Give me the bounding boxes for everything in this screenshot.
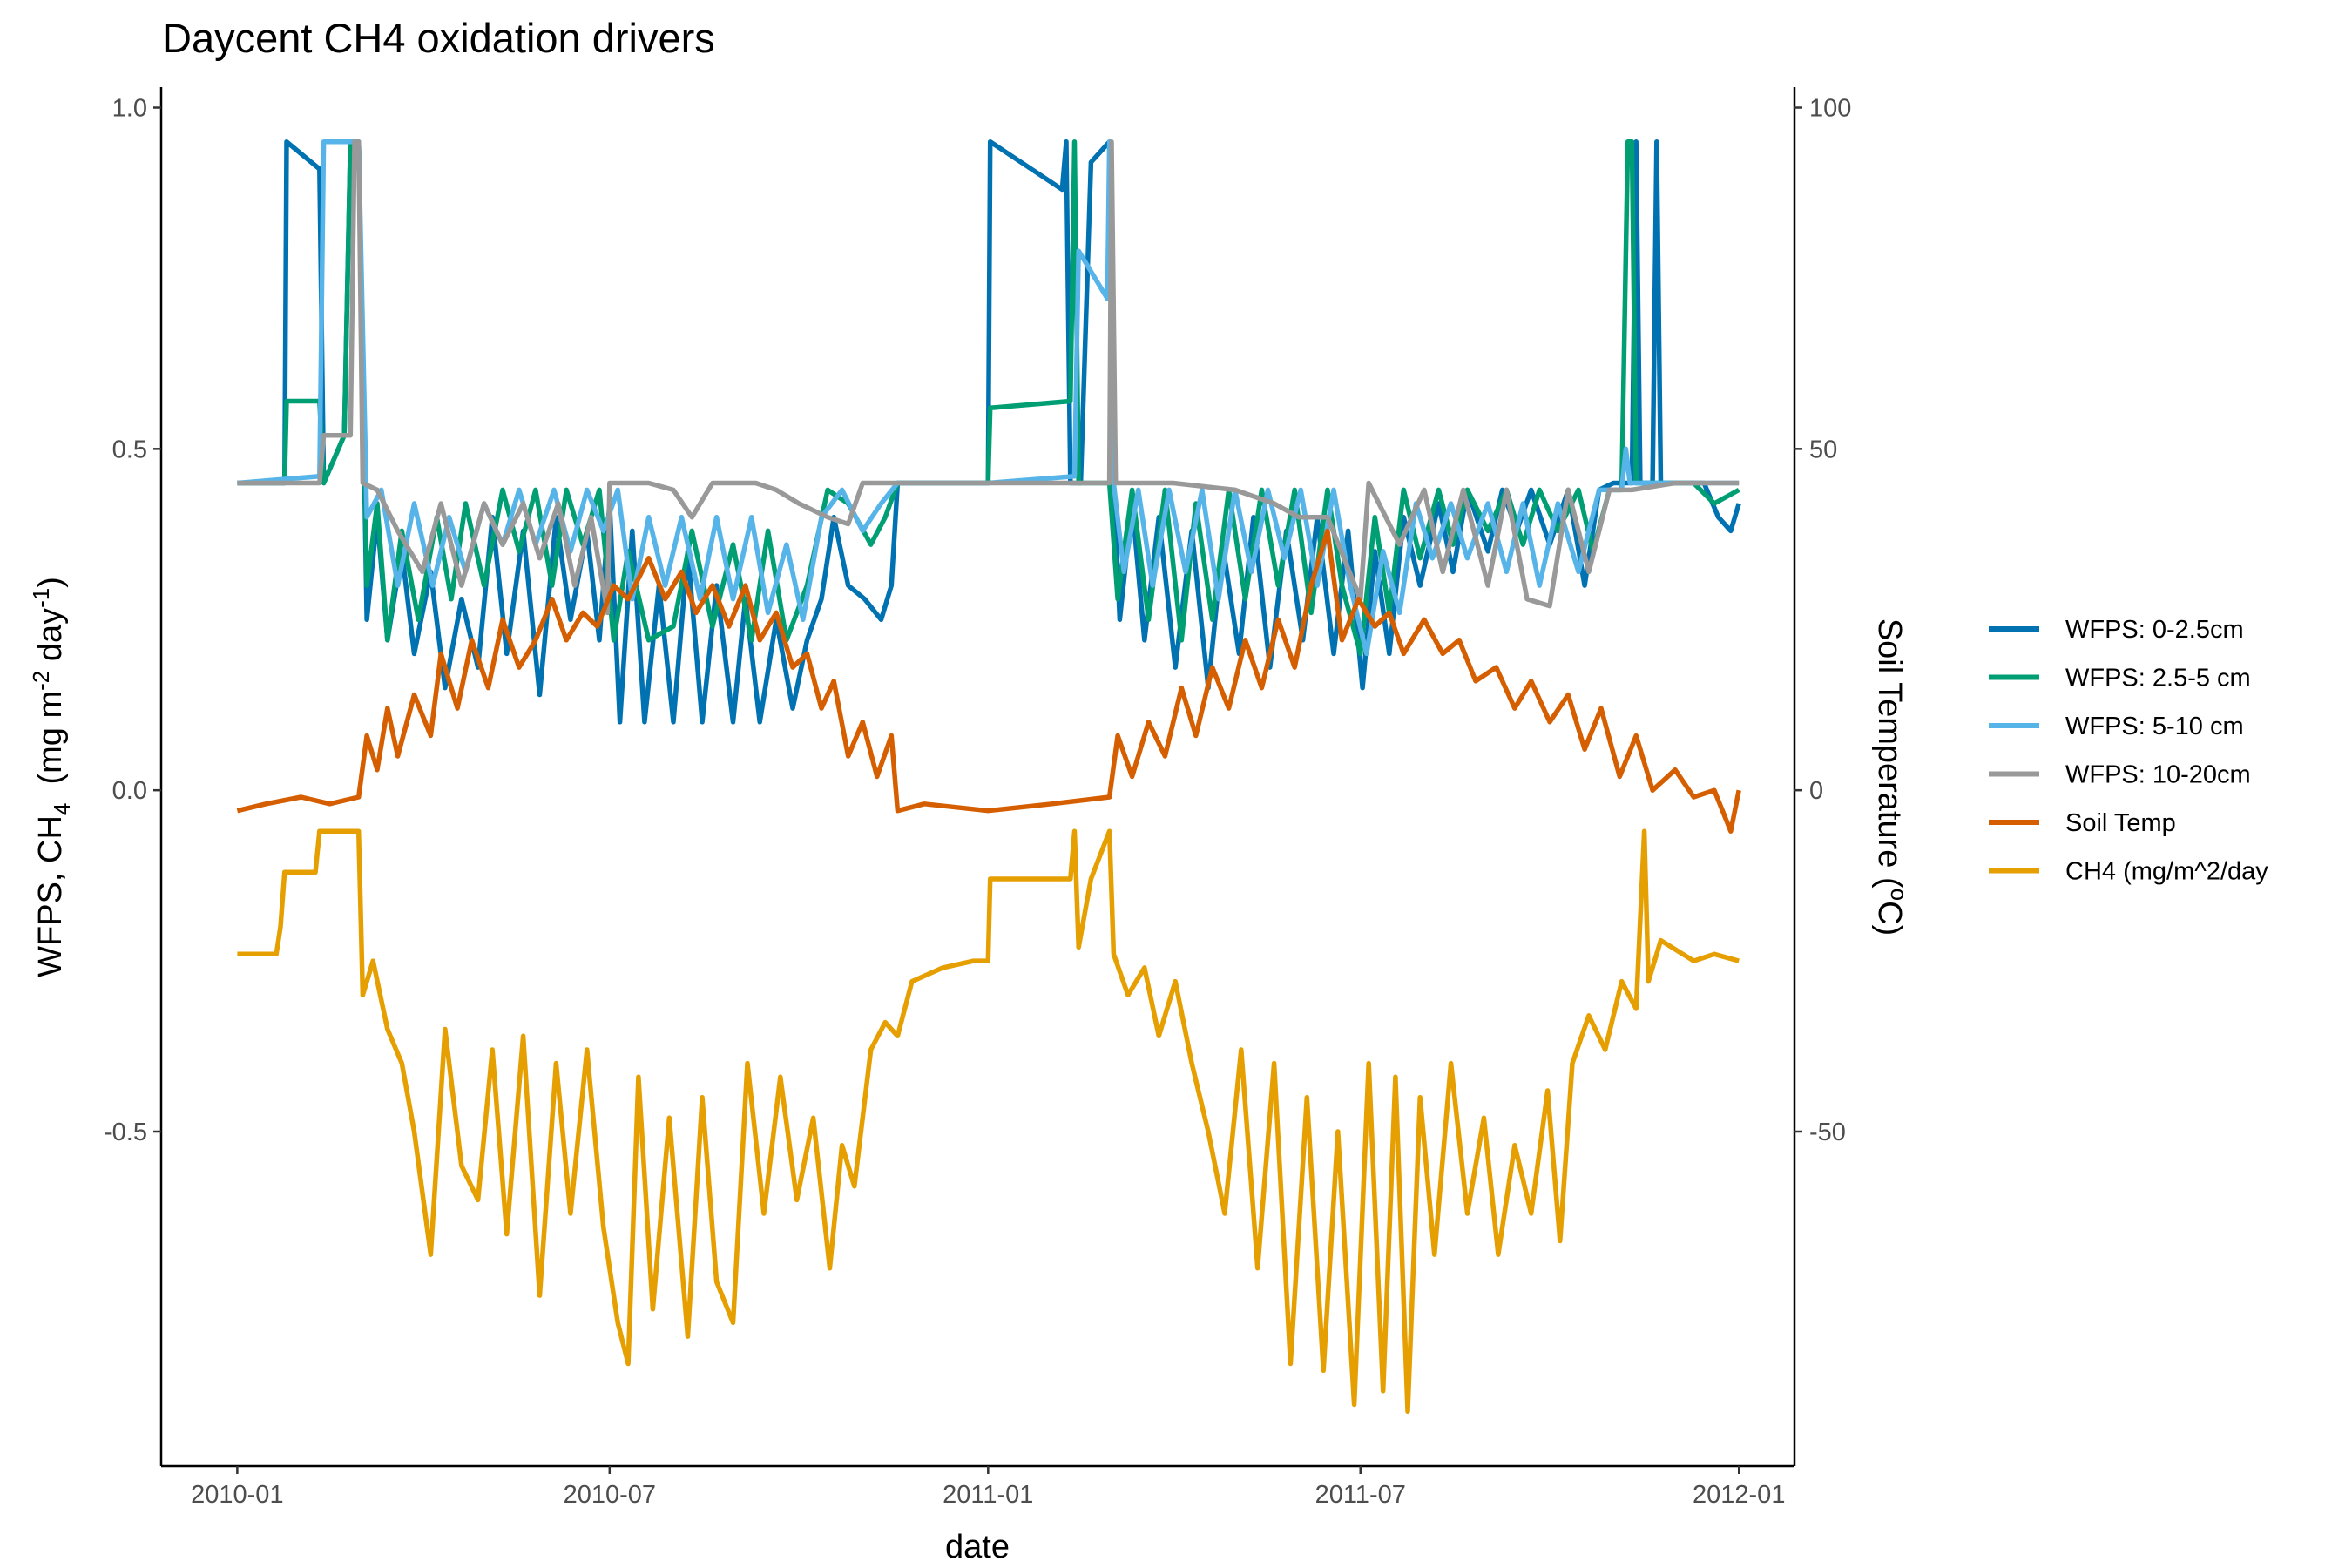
legend-item: WFPS: 2.5-5 cm bbox=[1989, 665, 2251, 693]
legend-label: WFPS: 0-2.5cm bbox=[2065, 616, 2244, 644]
legend-label: CH4 (mg/m^2/day bbox=[2065, 858, 2268, 886]
y-left-tick-label: -0.5 bbox=[104, 1119, 147, 1146]
legend-label: WFPS: 5-10 cm bbox=[2065, 713, 2244, 740]
y-axis-right-ticks: -50 0 50 100 bbox=[1794, 95, 1851, 1146]
series-line-soil-temp bbox=[236, 528, 1741, 834]
legend-item: Soil Temp bbox=[1989, 809, 2176, 837]
x-tick-label: 2010-07 bbox=[564, 1481, 656, 1509]
y-axis-left-label: WFPS, CH4 (mg m-2 day-1) bbox=[28, 577, 75, 977]
x-axis-ticks: 2010-01 2010-07 2011-01 2011-07 2012-01 bbox=[191, 1466, 1785, 1509]
x-tick-label: 2012-01 bbox=[1693, 1481, 1785, 1509]
y-left-tick-label: 1.0 bbox=[112, 95, 147, 123]
series-line-ch4-mg-m-2-day bbox=[237, 828, 1740, 1415]
legend-item: CH4 (mg/m^2/day bbox=[1989, 858, 2268, 886]
y-left-tick-label: 0.5 bbox=[112, 436, 147, 463]
chart-title: Daycent CH4 oxidation drivers bbox=[162, 15, 715, 61]
legend-label: Soil Temp bbox=[2065, 809, 2176, 837]
y-right-tick-label: 0 bbox=[1809, 777, 1823, 805]
x-tick-label: 2011-07 bbox=[1315, 1481, 1406, 1509]
legend-label: WFPS: 2.5-5 cm bbox=[2065, 665, 2251, 693]
x-tick-label: 2010-01 bbox=[191, 1481, 283, 1509]
series-layer bbox=[236, 139, 1741, 1415]
y-axis-right-label: Soil Temperature (oC) bbox=[1871, 618, 1912, 936]
y-right-tick-label: -50 bbox=[1809, 1119, 1846, 1146]
y-right-tick-label: 50 bbox=[1809, 436, 1837, 463]
y-axis-left-ticks: -0.5 0.0 0.5 1.0 bbox=[104, 95, 161, 1146]
legend-item: WFPS: 0-2.5cm bbox=[1989, 616, 2244, 644]
legend-label: WFPS: 10-20cm bbox=[2065, 761, 2251, 789]
legend-item: WFPS: 5-10 cm bbox=[1989, 713, 2244, 740]
x-tick-label: 2011-01 bbox=[943, 1481, 1033, 1509]
legend-item: WFPS: 10-20cm bbox=[1989, 761, 2251, 789]
x-axis-label: date bbox=[945, 1529, 1010, 1565]
series-line-wfps-10-20cm bbox=[237, 139, 1740, 616]
y-right-tick-label: 100 bbox=[1809, 95, 1851, 123]
y-left-tick-label: 0.0 bbox=[112, 777, 147, 805]
legend: WFPS: 0-2.5cm WFPS: 2.5-5 cm WFPS: 5-10 cm… bbox=[1989, 616, 2268, 886]
